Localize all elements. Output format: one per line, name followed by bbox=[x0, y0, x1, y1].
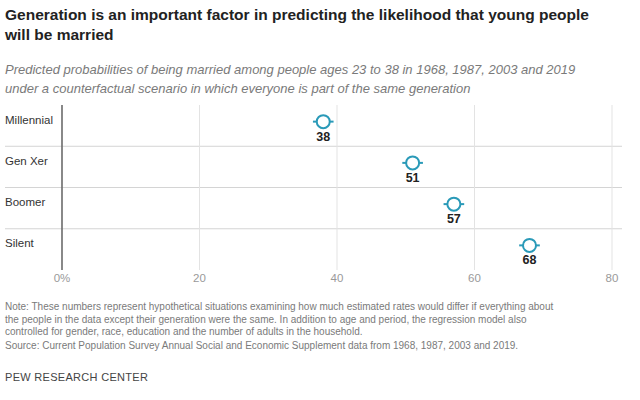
row-separator bbox=[5, 187, 622, 188]
dot bbox=[447, 198, 460, 211]
data-label: 51 bbox=[406, 171, 420, 185]
dot bbox=[317, 115, 330, 128]
tick-label: 60 bbox=[468, 272, 481, 284]
title: will be married bbox=[4, 26, 114, 43]
grid-line bbox=[474, 105, 475, 270]
dot bbox=[523, 239, 536, 252]
grid-line bbox=[62, 105, 63, 270]
row-separator bbox=[5, 228, 622, 229]
credit: PEW RESEARCH CENTER bbox=[5, 371, 148, 383]
title: Generation is an important factor in pre… bbox=[5, 6, 589, 23]
note: Note: These numbers represent hypothetic… bbox=[5, 301, 553, 312]
grid-line bbox=[199, 105, 200, 270]
chart: Generation is an important factor in pre… bbox=[0, 0, 640, 400]
grid-line bbox=[612, 105, 613, 270]
data-label: 38 bbox=[316, 130, 330, 144]
source: Source: Current Population Survey Annual… bbox=[5, 340, 518, 351]
tick-label: 20 bbox=[193, 272, 206, 284]
row-separator bbox=[5, 146, 622, 147]
category-label: Gen Xer bbox=[5, 155, 48, 167]
marks bbox=[313, 115, 540, 252]
category-label: Millennial bbox=[5, 114, 53, 126]
tick-label: 0% bbox=[54, 272, 71, 284]
data-label: 57 bbox=[447, 212, 461, 226]
category-label: Silent bbox=[5, 237, 35, 249]
category-label: Boomer bbox=[5, 196, 45, 208]
axis-line bbox=[61, 105, 62, 270]
tick-label: 40 bbox=[331, 272, 344, 284]
grid-line bbox=[337, 105, 338, 270]
data-label: 68 bbox=[523, 253, 537, 267]
note: controlled for gender, race, education a… bbox=[5, 326, 362, 337]
subtitle: under a counterfactual scenario in which… bbox=[5, 81, 470, 96]
dot bbox=[406, 156, 419, 169]
subtitle: Predicted probabilities of being married… bbox=[5, 62, 575, 77]
tick-label: 80 bbox=[606, 272, 619, 284]
note: the people in the data except their gene… bbox=[5, 314, 527, 325]
